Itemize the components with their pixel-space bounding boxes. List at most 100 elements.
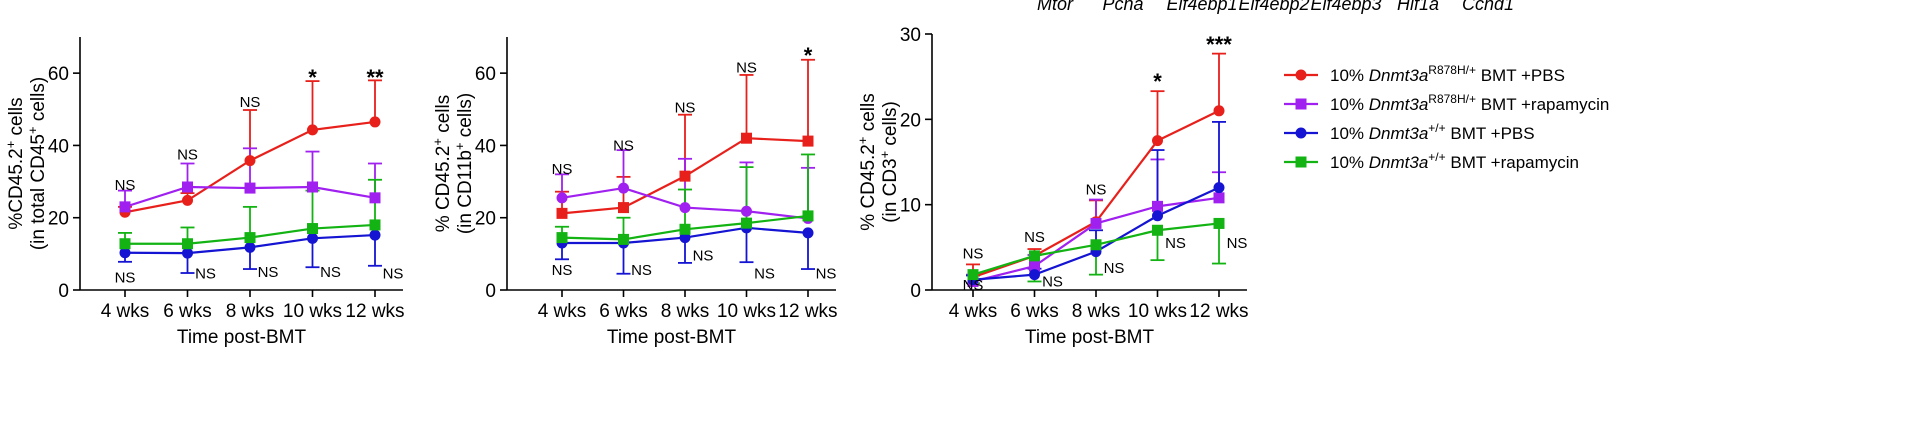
legend-item-pbs_wt: 10% Dnmt3a+/+ BMT +PBS — [1284, 121, 1535, 143]
legend-label: 10% Dnmt3aR878H/+ BMT +PBS — [1330, 63, 1565, 85]
data-point-rapa_wt — [369, 219, 381, 231]
significance-label: NS — [816, 266, 837, 283]
significance-label: NS — [552, 262, 573, 279]
header-gene-label: Eif4ebp1 — [1166, 0, 1237, 14]
x-tick-label: 4 wks — [538, 301, 587, 322]
data-point-rapa_wt — [1152, 224, 1163, 236]
data-point-pbs_r878h — [741, 132, 752, 144]
data-point-rapa_wt — [1090, 239, 1102, 251]
data-point-pbs_r878h — [369, 116, 381, 128]
y-tick-label: 0 — [485, 281, 496, 302]
data-point-rapa_wt — [618, 233, 629, 245]
data-point-rapa_wt — [802, 210, 814, 222]
data-point-rapa_r878h — [1152, 200, 1163, 212]
data-point-pbs_r878h — [679, 170, 691, 182]
data-point-rapa_r878h — [741, 205, 752, 217]
x-axis-title: Time post-BMT — [177, 327, 307, 348]
data-point-pbs_r878h — [802, 135, 814, 147]
data-point-rapa_r878h — [1213, 192, 1225, 204]
y-tick-label: 40 — [48, 136, 69, 157]
data-point-rapa_r878h — [679, 202, 691, 214]
y-tick-label: 60 — [475, 64, 496, 85]
x-tick-label: 12 wks — [1189, 301, 1248, 322]
data-point-rapa_wt — [244, 232, 256, 244]
data-point-pbs_r878h — [307, 124, 318, 136]
data-point-pbs_wt — [679, 232, 691, 244]
significance-label: NS — [383, 266, 404, 283]
y-tick-label: 0 — [910, 281, 921, 302]
data-point-rapa_r878h — [244, 182, 256, 194]
x-tick-label: 10 wks — [717, 301, 776, 322]
data-point-rapa_wt — [182, 238, 193, 250]
data-point-rapa_r878h — [369, 192, 381, 204]
header-gene-label: Eif4ebp3 — [1310, 0, 1381, 14]
x-tick-label: 4 wks — [949, 301, 998, 322]
legend-marker — [1295, 156, 1307, 168]
x-axis-title: Time post-BMT — [607, 327, 737, 348]
significance-label: * — [804, 43, 813, 68]
header-gene-label: Eif4ebp2 — [1238, 0, 1309, 14]
significance-label: NS — [736, 60, 757, 77]
y-tick-label: 40 — [475, 136, 496, 157]
y-tick-label: 30 — [900, 25, 921, 46]
data-point-pbs_wt — [307, 232, 318, 244]
significance-label: NS — [320, 264, 341, 281]
data-point-rapa_wt — [119, 238, 131, 250]
data-point-pbs_wt — [802, 227, 814, 239]
significance-label: * — [308, 65, 317, 90]
significance-label: NS — [675, 99, 696, 116]
significance-label: NS — [963, 277, 984, 294]
significance-label: NS — [240, 94, 261, 111]
significance-label: NS — [963, 245, 984, 262]
data-point-rapa_r878h — [307, 181, 318, 193]
data-point-rapa_r878h — [618, 182, 629, 194]
significance-label: NS — [258, 264, 279, 281]
legend: 10% Dnmt3aR878H/+ BMT +PBS 10% Dnmt3aR878… — [1284, 63, 1609, 172]
significance-label: NS — [1042, 273, 1063, 290]
x-tick-label: 6 wks — [1010, 301, 1059, 322]
data-point-pbs_wt — [1213, 182, 1225, 194]
data-point-pbs_r878h — [618, 202, 629, 214]
y-axis-title-line2: (in CD3+ cells) — [877, 101, 902, 223]
legend-marker — [1295, 69, 1307, 81]
legend-label: 10% Dnmt3a+/+ BMT +rapamycin — [1330, 150, 1579, 172]
data-point-rapa_wt — [1029, 250, 1040, 262]
legend-item-pbs_r878h: 10% Dnmt3aR878H/+ BMT +PBS — [1284, 63, 1565, 85]
significance-label: *** — [1206, 32, 1232, 57]
header-gene-label: Mtor — [1037, 0, 1074, 14]
y-tick-label: 0 — [58, 281, 69, 302]
y-axis-title-line1: %CD45.2+ cells — [3, 97, 28, 229]
data-point-pbs_wt — [182, 247, 193, 259]
data-point-pbs_wt — [244, 241, 256, 253]
y-axis-title-line2: (in CD11b+ cells) — [452, 93, 477, 234]
significance-label: NS — [613, 137, 634, 154]
data-point-pbs_r878h — [244, 155, 256, 167]
y-axis-title-line2: (in total CD45+ cells) — [25, 77, 50, 250]
data-point-rapa_wt — [679, 223, 691, 235]
data-point-rapa_wt — [1213, 217, 1225, 229]
y-tick-label: 60 — [48, 64, 69, 85]
data-point-rapa_r878h — [119, 201, 131, 213]
legend-label: 10% Dnmt3a+/+ BMT +PBS — [1330, 121, 1535, 143]
gene-header-row: Mtor Pcna Eif4ebp1 Eif4ebp2 Eif4ebp3 Hif1a Ccn… — [1037, 0, 1514, 14]
chart-panel-cd11b: 0 20 40 60 4 wks 6 wks 8 wks 10 wks 12 wks Time p… — [430, 37, 838, 348]
significance-label: NS — [552, 161, 573, 178]
significance-label: NS — [1227, 235, 1248, 252]
legend-marker — [1295, 98, 1307, 110]
data-point-pbs_r878h — [1213, 105, 1225, 117]
data-point-pbs_r878h — [556, 207, 568, 219]
data-point-rapa_r878h — [182, 181, 193, 193]
data-point-pbs_wt — [119, 247, 131, 259]
data-point-pbs_wt — [1029, 269, 1040, 281]
x-tick-label: 12 wks — [778, 301, 837, 322]
significance-label: NS — [177, 146, 198, 163]
legend-item-rapa_wt: 10% Dnmt3a+/+ BMT +rapamycin — [1284, 150, 1579, 172]
x-tick-label: 4 wks — [101, 301, 150, 322]
y-tick-label: 20 — [475, 209, 496, 230]
x-tick-label: 8 wks — [661, 301, 710, 322]
significance-label: NS — [195, 266, 216, 283]
significance-label: NS — [754, 266, 775, 283]
x-tick-label: 6 wks — [163, 301, 212, 322]
significance-label: NS — [115, 269, 136, 286]
